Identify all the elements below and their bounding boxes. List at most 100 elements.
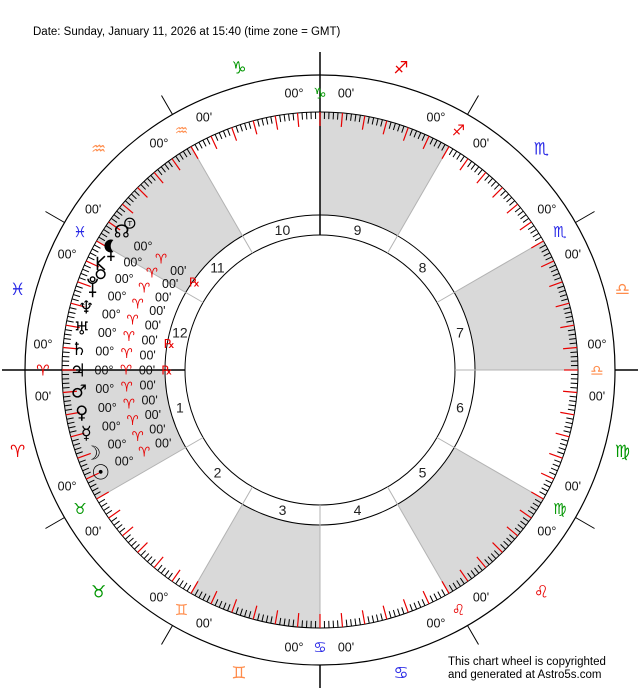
degree-tick-minor [530,229,537,234]
planet-neptune-sign-glyph: ♈ [127,313,139,329]
planet-mercury-sign-glyph: ♈ [127,413,139,429]
house-11-cusp-line [190,146,253,254]
degree-tick-minor [182,582,188,590]
degree-tick-major [231,127,238,141]
house-11-shaded-sector [96,146,243,293]
degree-tick-major [252,120,258,135]
degree-tick-minor [564,425,572,429]
degree-tick-minor [417,132,422,140]
degree-tick-major [65,324,80,329]
degree-tick-minor [127,537,134,544]
degree-tick-major [560,411,575,416]
planet-pluto-sign-glyph: ♈ [132,296,144,312]
degree-tick-major [137,187,148,198]
degree-tick-minor [437,591,442,599]
planet-sun-sign-glyph: ♈ [138,445,150,461]
degree-tick-minor [441,589,446,596]
degree-tick-major [190,146,199,159]
house-number-9: 9 [354,222,362,238]
degree-tick-minor [429,137,434,145]
degree-tick-minor [549,471,556,476]
sign-glyph-libra: ♎ [615,280,630,300]
degree-tick-minor [227,128,231,136]
degree-tick-major [531,240,544,249]
degree-tick-minor [569,342,577,345]
degree-tick-minor [63,338,71,340]
degree-tick-major [422,590,430,605]
degree-tick-minor [66,417,74,420]
degree-tick-minor [550,268,558,273]
degree-tick-minor [98,498,106,504]
degree-tick-major [153,171,164,184]
degree-tick-minor [140,184,147,190]
degree-tick-minor [283,114,286,122]
degree-tick-major [210,590,218,605]
degree-tick-minor [520,214,527,220]
degree-tick-major [96,491,109,500]
degree-tick-minor [397,124,401,132]
house-1-shaded-sector [62,370,186,499]
degree-tick-minor [509,200,516,206]
degree-tick-minor [429,595,434,603]
planet-glyph-mars: ♂ [71,381,87,402]
degree-tick-major [560,324,575,329]
degree-tick-minor [500,190,506,197]
degree-tick-minor [563,307,571,310]
degree-tick-minor [175,155,181,163]
degree-tick-major [70,432,85,438]
degree-tick-minor [179,580,184,587]
house-number-3: 3 [279,502,287,518]
degree-tick-minor [345,619,348,627]
degree-tick-minor [100,502,108,508]
degree-tick-minor [248,121,252,129]
degree-tick-minor [265,615,269,623]
degree-tick-minor [569,400,577,402]
degree-tick-major [519,509,532,519]
degree-tick-minor [413,130,418,138]
degree-tick-minor [558,289,566,293]
planet-jupiter-degree-label: 00° [95,363,114,377]
sign-glyph-aquarius: ♒ [91,140,106,160]
degree-tick-minor [467,572,473,580]
degree-tick-minor [206,137,211,145]
planet-glyph-neptune: ♆ [78,298,94,319]
planet-saturn-degree-label: 00° [95,345,114,359]
degree-tick-minor [514,527,521,533]
degree-tick-minor [534,498,542,504]
degree-tick-major [563,390,578,394]
planet-glyph-saturn: ♄ [71,339,87,360]
degree-tick-major [402,599,409,613]
degree-tick-minor [206,595,211,603]
degree-tick-major [153,556,164,569]
degree-tick-minor [566,417,574,420]
degree-tick-minor [552,272,560,277]
degree-tick-minor [71,298,79,302]
degree-tick-minor [248,611,252,619]
degree-tick-minor [279,115,282,123]
degree-tick-minor [124,200,131,206]
degree-tick-major [555,302,570,308]
degree-tick-minor [288,113,290,121]
planet-venus-degree-label: 00° [98,401,117,415]
degree-tick-minor [194,144,199,151]
degree-tick-minor [222,602,227,610]
house-number-11: 11 [210,259,225,275]
cusp-8-sign-glyph: ♏ [553,223,567,241]
cusp-3-minute-label: 00' [196,616,212,630]
degree-tick-minor [89,483,97,488]
copyright-line-1: This chart wheel is copyrighted [448,656,606,668]
cusp-6-degree-label: 00° [537,524,556,538]
degree-tick-minor [71,438,79,442]
degree-tick-major [563,346,578,350]
sign-glyph-taurus: ♉ [91,582,106,602]
degree-tick-minor [261,118,265,126]
house-5-shaded-sector [397,447,544,594]
planet-saturn-minute-label: 00' [140,348,156,362]
degree-tick-minor [84,264,91,269]
degree-tick-major [506,203,519,214]
degree-tick-major [422,135,430,150]
planet-pluto-minute-label: 00' [149,304,165,318]
planet-moon-minute-label: 00' [149,423,165,437]
degree-tick-minor [565,421,573,425]
planet-pluto-degree-label: 00° [108,289,127,303]
